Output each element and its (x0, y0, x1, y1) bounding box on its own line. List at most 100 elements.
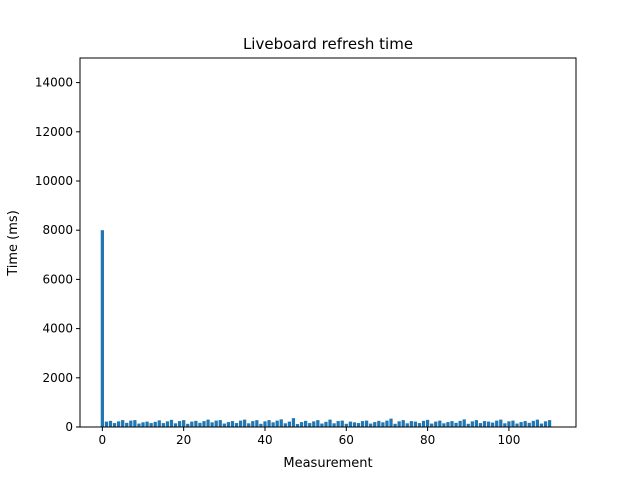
bar (230, 421, 235, 427)
bar (486, 421, 491, 427)
y-tick-label: 14000 (35, 76, 73, 90)
bar (409, 421, 413, 427)
bar (287, 421, 292, 427)
bars (100, 230, 552, 427)
y-tick-label: 0 (65, 420, 73, 434)
bar (495, 420, 499, 427)
bar (360, 421, 365, 427)
bar (299, 422, 304, 427)
bar (141, 422, 145, 427)
bar (523, 421, 527, 427)
bar (161, 423, 165, 427)
bar (417, 423, 422, 427)
bar (547, 420, 552, 427)
x-tick-label: 80 (420, 433, 435, 447)
bar (121, 420, 125, 427)
bar (186, 423, 190, 427)
bar (352, 422, 357, 427)
x-tick-label: 0 (99, 433, 107, 447)
bar (279, 419, 283, 427)
bar (283, 423, 287, 427)
bar (503, 423, 507, 427)
bar (267, 420, 271, 427)
bar (511, 420, 515, 427)
bar (222, 423, 226, 427)
bar (218, 420, 222, 427)
bar (247, 423, 251, 427)
bar (202, 421, 206, 427)
plot-frame (79, 57, 577, 428)
x-axis-ticks: 0 20 40 60 80 100 (99, 427, 520, 447)
bar (348, 421, 352, 427)
bar (356, 423, 361, 427)
bar (535, 419, 540, 427)
bar (173, 423, 178, 427)
x-tick-label: 60 (339, 433, 354, 447)
y-axis-label: Time (ms) (6, 210, 21, 277)
bar (291, 418, 296, 427)
bar (474, 420, 479, 427)
bar (499, 419, 503, 427)
bar (275, 420, 279, 427)
bar (182, 420, 186, 427)
bar (421, 420, 426, 427)
y-tick-label: 4000 (42, 322, 73, 336)
bar (153, 421, 157, 427)
bar (194, 420, 198, 427)
bar (462, 419, 466, 427)
bar (491, 422, 495, 427)
bar (238, 420, 243, 427)
bar (214, 420, 218, 427)
bar (527, 422, 531, 427)
bar (344, 423, 348, 427)
bar (369, 423, 373, 427)
bar (295, 424, 300, 427)
bar (149, 423, 153, 427)
bar (446, 422, 450, 427)
bar (543, 421, 548, 427)
y-tick-label: 8000 (42, 223, 73, 237)
bar (104, 421, 109, 427)
bar (259, 423, 263, 427)
bar (312, 421, 316, 427)
bar (478, 423, 483, 427)
bar (206, 419, 210, 427)
bar (112, 423, 117, 427)
bar (413, 421, 418, 427)
bar (405, 423, 409, 427)
bar (320, 423, 324, 427)
bar (466, 423, 470, 427)
chart-title: Liveboard refresh time (243, 35, 413, 53)
bar (442, 423, 446, 427)
bar (145, 421, 149, 427)
y-axis-ticks: 0 2000 4000 6000 8000 10000 12000 14000 (35, 76, 80, 434)
bar (198, 422, 202, 427)
bar (531, 420, 535, 427)
bar (364, 420, 369, 427)
x-tick-label: 20 (176, 433, 191, 447)
bar (377, 420, 381, 427)
bar (177, 421, 182, 427)
bar (100, 230, 104, 427)
x-axis-label: Measurement (283, 456, 372, 471)
bar (454, 422, 458, 427)
bar (255, 420, 259, 427)
bar (458, 420, 462, 427)
bar (234, 423, 239, 427)
bar (108, 420, 113, 427)
bar (438, 420, 442, 427)
bar (401, 420, 405, 427)
bar (210, 422, 214, 427)
bar (324, 421, 328, 427)
bar (470, 421, 474, 427)
bar (434, 421, 438, 427)
bar (263, 421, 267, 427)
bar (308, 423, 312, 427)
bar (165, 421, 170, 427)
bar (397, 421, 401, 427)
bar (385, 420, 389, 427)
bar (328, 419, 332, 427)
bar (157, 420, 161, 427)
